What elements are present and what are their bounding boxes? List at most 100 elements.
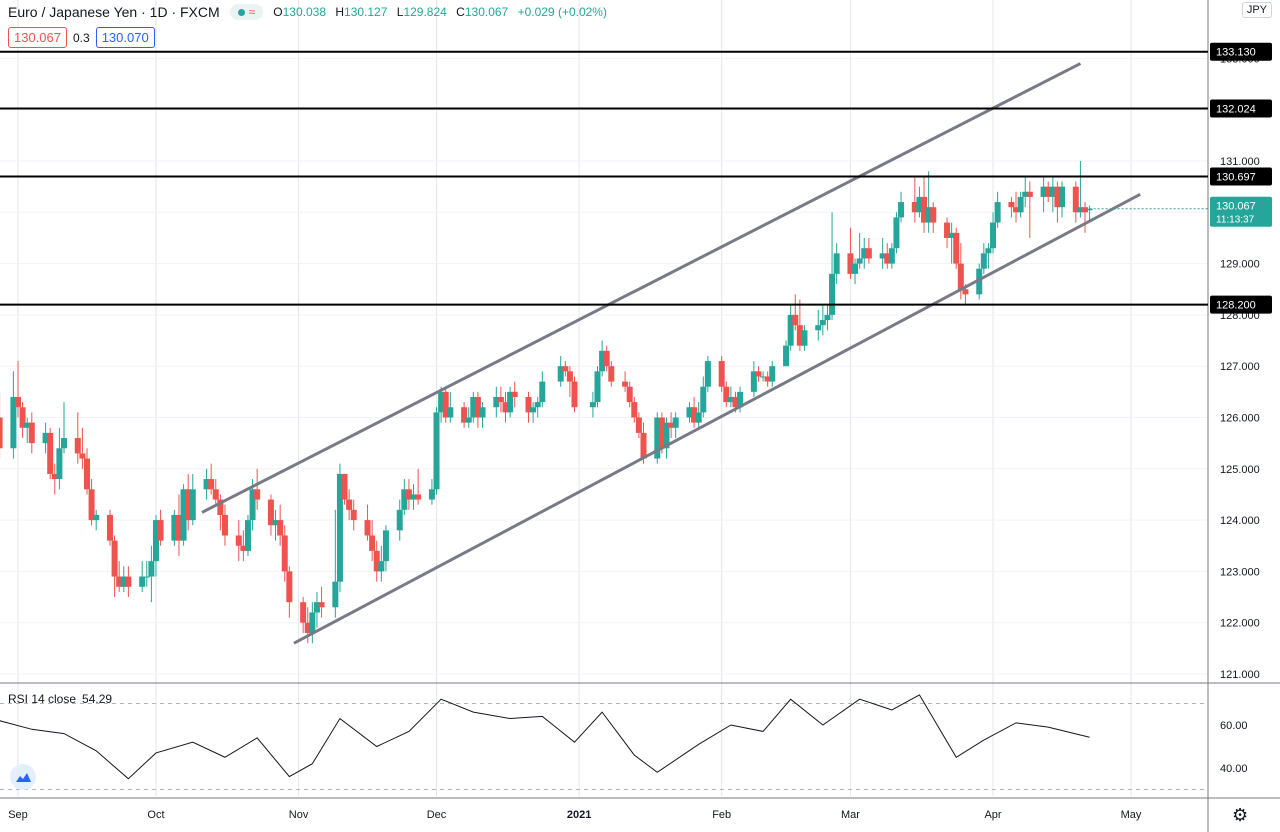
price-axis-tick-label: 123.000 — [1220, 566, 1260, 578]
candle-body — [175, 514, 182, 541]
candle-body — [985, 248, 992, 254]
candle-body — [1022, 191, 1029, 197]
candle-body — [796, 325, 803, 346]
rsi-axis-tick-label: 40.00 — [1220, 763, 1248, 775]
level-axis-tag — [1210, 99, 1272, 118]
candle-body — [571, 381, 578, 408]
candle-body — [318, 602, 325, 608]
candle-body — [461, 407, 468, 423]
candle-body — [106, 514, 113, 541]
candle-body — [534, 402, 541, 408]
candle-body — [695, 412, 702, 423]
spread-value: 0.3 — [73, 30, 90, 45]
candle-body — [433, 412, 440, 490]
time-axis-label: Oct — [147, 809, 164, 821]
candle-body — [635, 417, 642, 433]
candle-body — [1054, 186, 1061, 208]
candle-body — [1040, 186, 1047, 197]
buy-price-button[interactable]: 130.070 — [95, 27, 155, 48]
candle-body — [792, 314, 799, 326]
market-open-dot-icon — [237, 8, 245, 16]
candle-body — [566, 371, 573, 382]
candle-body — [608, 366, 615, 382]
candle-body — [479, 407, 486, 418]
time-axis-label: Nov — [289, 809, 309, 821]
candle-body — [783, 345, 790, 367]
candle-body — [921, 196, 928, 223]
candle-body — [953, 232, 960, 264]
candle-body — [557, 366, 564, 382]
candle-body — [152, 520, 159, 562]
candle-body — [493, 396, 500, 408]
wave-icon: ≈ — [248, 5, 256, 19]
level-axis-label: 128.200 — [1216, 300, 1256, 312]
candle-body — [1017, 196, 1024, 213]
price-axis-tick-label: 124.000 — [1220, 515, 1260, 527]
time-axis-label: 2021 — [567, 809, 591, 821]
candle-body — [369, 535, 376, 551]
tradingview-cloud-icon[interactable] — [10, 764, 36, 790]
candle-body — [525, 396, 532, 413]
candle-body — [668, 422, 675, 428]
candle-body — [51, 473, 58, 480]
candle-body — [15, 396, 21, 408]
symbol-title[interactable]: Euro / Japanese Yen · 1D · FXCM — [8, 4, 220, 20]
candle-body — [415, 494, 422, 500]
rsi-title: RSI 14 close — [8, 692, 77, 706]
candle-body — [663, 422, 670, 449]
candle-body — [530, 407, 537, 413]
candle-body — [212, 489, 219, 500]
candle-body — [1026, 191, 1033, 197]
candle-body — [594, 371, 601, 403]
candle-body — [511, 391, 518, 397]
candle-body — [769, 366, 776, 382]
ohlc-open-value: 130.038 — [282, 5, 326, 19]
candle-body — [764, 376, 771, 382]
candle-body — [727, 396, 734, 403]
candle-body — [686, 407, 693, 418]
candle-body — [626, 386, 633, 403]
candle-body — [120, 576, 127, 587]
ohlc-close-label: C — [456, 5, 465, 19]
rsi-axis-tick-label: 60.00 — [1220, 720, 1248, 732]
ohlc-low-label: L — [396, 5, 404, 19]
candle-body — [139, 576, 146, 587]
candle-body — [829, 273, 836, 315]
rsi-value: 54.29 — [82, 692, 113, 706]
ohlc-high-label: H — [335, 5, 345, 19]
price-axis-tick-label: 121.000 — [1220, 669, 1260, 681]
market-status-badge[interactable]: ≈ — [229, 4, 264, 20]
candle-body — [893, 217, 900, 249]
candle-body — [865, 248, 872, 259]
candle-body — [898, 202, 905, 218]
gear-icon[interactable]: ⚙ — [1232, 805, 1249, 825]
time-axis-label: May — [1121, 809, 1142, 821]
currency-button[interactable]: JPY — [1241, 2, 1272, 18]
candle-body — [916, 196, 923, 213]
candle-body — [879, 253, 886, 259]
candle-body — [599, 350, 606, 372]
channel-line-upper — [201, 62, 1082, 514]
candle-body — [948, 232, 955, 238]
sell-price-button[interactable]: 130.067 — [8, 27, 67, 48]
candle-body — [672, 417, 679, 428]
candle-body — [497, 396, 504, 403]
candle-body — [125, 576, 132, 587]
candle-body — [240, 545, 247, 551]
candle-body — [10, 396, 17, 449]
bar-countdown-label: 11:13:37 — [1216, 215, 1255, 226]
candle-body — [925, 207, 932, 223]
candle-body — [382, 530, 389, 562]
ohlc-close-value: 130.067 — [464, 5, 509, 19]
candle-body — [28, 422, 35, 444]
candle-body — [171, 514, 178, 541]
candle-body — [410, 494, 417, 500]
candle-body — [589, 402, 596, 408]
candle-body — [346, 499, 353, 510]
price-axis-tick-label: 127.000 — [1220, 361, 1260, 373]
candle-body — [396, 509, 403, 531]
candle-body — [700, 386, 707, 413]
candle-body — [819, 320, 826, 326]
candle-body — [88, 489, 95, 521]
